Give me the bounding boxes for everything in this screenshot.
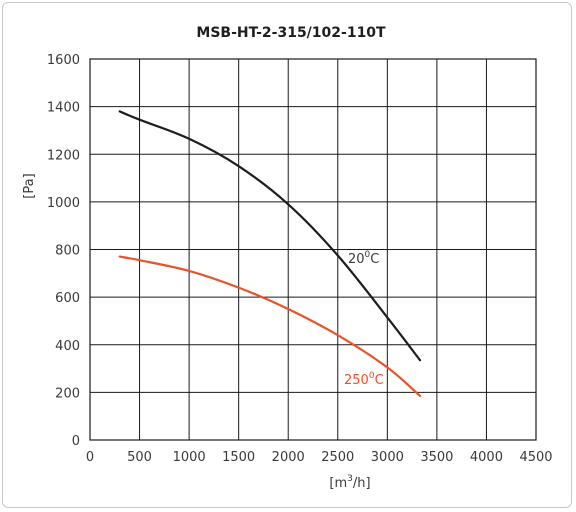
y-tick-label: 1000	[47, 196, 80, 211]
x-axis-label-tail: /h]	[353, 476, 371, 491]
series-line-1	[118, 255, 422, 397]
x-tick-label: 3000	[371, 450, 404, 465]
x-tick-labels: 0 500 1000 1500 2000 2500 3000 3500 4000 4500	[86, 450, 553, 465]
y-axis-label: [Pa]	[22, 173, 37, 198]
x-tick-label: 3500	[420, 450, 453, 465]
series-label-unit: C	[370, 252, 379, 267]
series-lines	[118, 110, 422, 397]
y-tick-label: 0	[72, 434, 80, 449]
y-tick-label: 600	[55, 291, 80, 306]
series-label-sup: 0	[365, 250, 371, 260]
y-tick-label: 1600	[47, 53, 80, 68]
x-tick-label: 4000	[470, 450, 503, 465]
series-label-base: 250	[344, 373, 369, 388]
x-axis-label: [m3/h]	[329, 474, 370, 491]
series-label-0: 200C	[348, 250, 379, 267]
x-tick-label: 1500	[222, 450, 255, 465]
plot-area-border	[89, 58, 537, 441]
series-line-0	[118, 110, 422, 362]
series-label-sup: 0	[369, 371, 375, 381]
grid	[89, 58, 537, 441]
y-tick-label: 1400	[47, 101, 80, 116]
x-tick-label: 0	[86, 450, 94, 465]
series-label-unit: C	[375, 373, 384, 388]
x-tick-label: 2000	[272, 450, 305, 465]
x-axis-label-sup: 3	[347, 474, 353, 484]
series-label-base: 20	[348, 252, 365, 267]
y-tick-label: 400	[55, 339, 80, 354]
chart-frame	[2, 2, 572, 508]
y-tick-label: 200	[55, 386, 80, 401]
x-tick-label: 4500	[519, 450, 552, 465]
y-tick-label: 800	[55, 244, 80, 259]
chart-title: MSB-HT-2-315/102-110T	[196, 25, 386, 41]
x-axis-label-base: [m	[329, 476, 347, 491]
series-label-1: 2500C	[344, 371, 384, 388]
x-tick-label: 500	[127, 450, 152, 465]
y-tick-label: 1200	[47, 148, 80, 163]
x-tick-label: 1000	[173, 450, 206, 465]
x-tick-label: 2500	[321, 450, 354, 465]
y-tick-labels: 0 200 400 600 800 1000 1200 1400 1600	[47, 53, 80, 449]
